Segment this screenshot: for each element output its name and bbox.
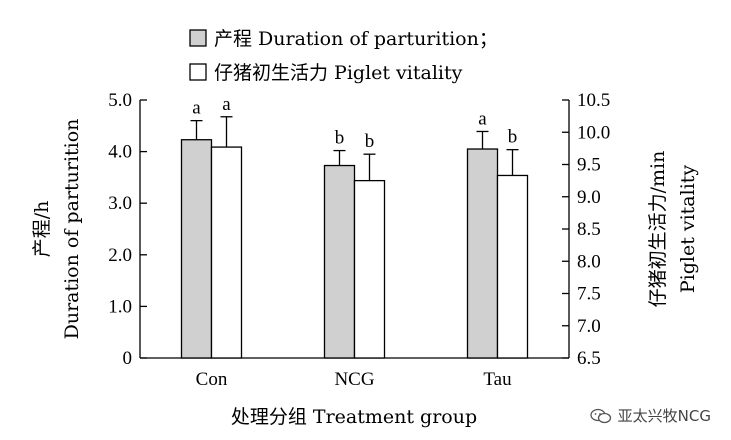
significance-label-vitality: b: [365, 131, 375, 152]
left-axis-title: 产程/h Duration of parturition: [31, 119, 83, 340]
legend-swatch-duration: [189, 29, 207, 47]
right-axis-title-line1: 仔猪初生活力/min: [647, 151, 669, 308]
bars: a ab bab: [180, 94, 529, 359]
watermark-text: 亚太兴牧NCG: [617, 407, 711, 425]
legend-label-vitality: 仔猪初生活力 Piglet vitality: [214, 62, 463, 84]
legend-swatch-vitality: [189, 63, 207, 81]
bar-vitality-ncg: [353, 179, 386, 359]
right-tick-label: 7.0: [577, 316, 601, 337]
left-axis-title-line2: Duration of parturition: [61, 119, 83, 340]
legend-label-duration: 产程 Duration of parturition；: [214, 28, 498, 50]
bar-duration-ncg: [323, 164, 356, 359]
left-axis-ticks: 0 1.0 2.0 3.0 4.0 5.0: [108, 90, 147, 369]
left-tick-label: 1.0: [108, 296, 132, 317]
right-tick-label: 10.0: [577, 122, 610, 143]
x-axis-ticks: Con NCG Tau: [196, 369, 512, 390]
left-tick-label: 0: [123, 348, 133, 369]
right-tick-label: 9.5: [577, 155, 601, 176]
left-tick-label: 4.0: [108, 142, 132, 163]
left-axis-title-line1: 产程/h: [31, 201, 53, 258]
right-tick-label: 10.5: [577, 90, 610, 111]
right-tick-label: 9.0: [577, 187, 601, 208]
x-tick-label: NCG: [334, 369, 374, 390]
watermark: 亚太兴牧NCG: [590, 405, 711, 426]
right-axis-title: 仔猪初生活力/min Piglet vitality: [647, 151, 699, 308]
bar-duration-con: [180, 139, 213, 359]
right-tick-label: 7.5: [577, 284, 601, 305]
wechat-icon: [590, 408, 611, 423]
right-tick-label: 8.0: [577, 251, 601, 272]
significance-label-vitality: a: [222, 94, 231, 115]
right-tick-label: 8.5: [577, 219, 601, 240]
left-tick-label: 2.0: [108, 245, 132, 266]
bar-duration-tau: [466, 148, 499, 359]
legend: 产程 Duration of parturition； 仔猪初生活力 Pigle…: [189, 28, 498, 84]
left-tick-label: 3.0: [108, 193, 132, 214]
significance-label-vitality: b: [508, 127, 518, 148]
bar-vitality-con: [210, 146, 243, 359]
x-tick-label: Con: [196, 369, 228, 390]
right-tick-label: 6.5: [577, 348, 601, 369]
left-tick-label: 5.0: [108, 90, 132, 111]
right-axis-title-line2: Piglet vitality: [677, 165, 699, 294]
significance-label-duration: a: [478, 108, 487, 129]
right-axis-ticks: 6.5 7.0 7.5 8.0 8.5 9.0 9.5 10.0 10.5: [562, 90, 610, 369]
significance-label-duration: b: [335, 128, 345, 149]
x-axis-title: 处理分组 Treatment group: [231, 406, 477, 428]
x-tick-label: Tau: [483, 369, 512, 390]
bar-vitality-tau: [496, 174, 529, 359]
significance-label-duration: a: [192, 98, 201, 119]
